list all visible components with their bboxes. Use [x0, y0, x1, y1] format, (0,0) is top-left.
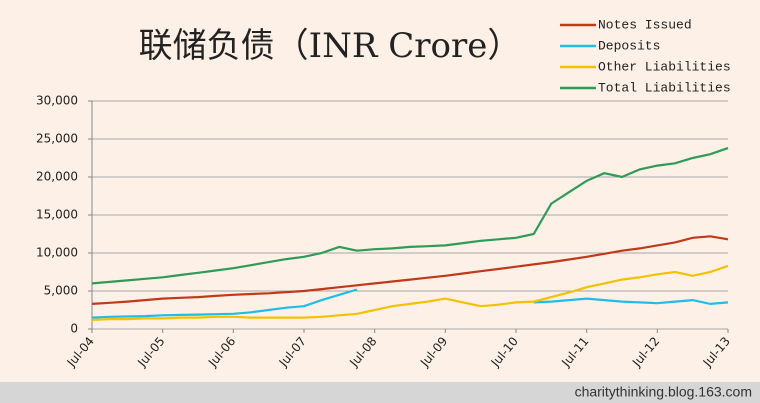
- y-tick-label: 0: [70, 322, 78, 336]
- legend-label: Deposits: [598, 38, 660, 53]
- series-line: [91, 147, 729, 285]
- series-line: [91, 288, 729, 319]
- series-line: [91, 264, 729, 321]
- legend-label: Notes Issued: [598, 17, 692, 32]
- chart-title: 联储负债（INR Crore）: [139, 26, 522, 66]
- y-tick-label: 30,000: [36, 94, 78, 108]
- footer-bar: [0, 382, 760, 403]
- legend-label: Total Liabilities: [598, 80, 731, 95]
- series-line: [91, 235, 729, 305]
- y-tick-label: 5,000: [44, 284, 78, 298]
- y-tick-label: 20,000: [36, 170, 78, 184]
- y-tick-label: 25,000: [36, 132, 78, 146]
- watermark: charitythinking.blog.163.com: [575, 384, 752, 400]
- y-tick-label: 10,000: [36, 246, 78, 260]
- legend-label: Other Liabilities: [598, 59, 731, 74]
- y-tick-label: 15,000: [36, 208, 78, 222]
